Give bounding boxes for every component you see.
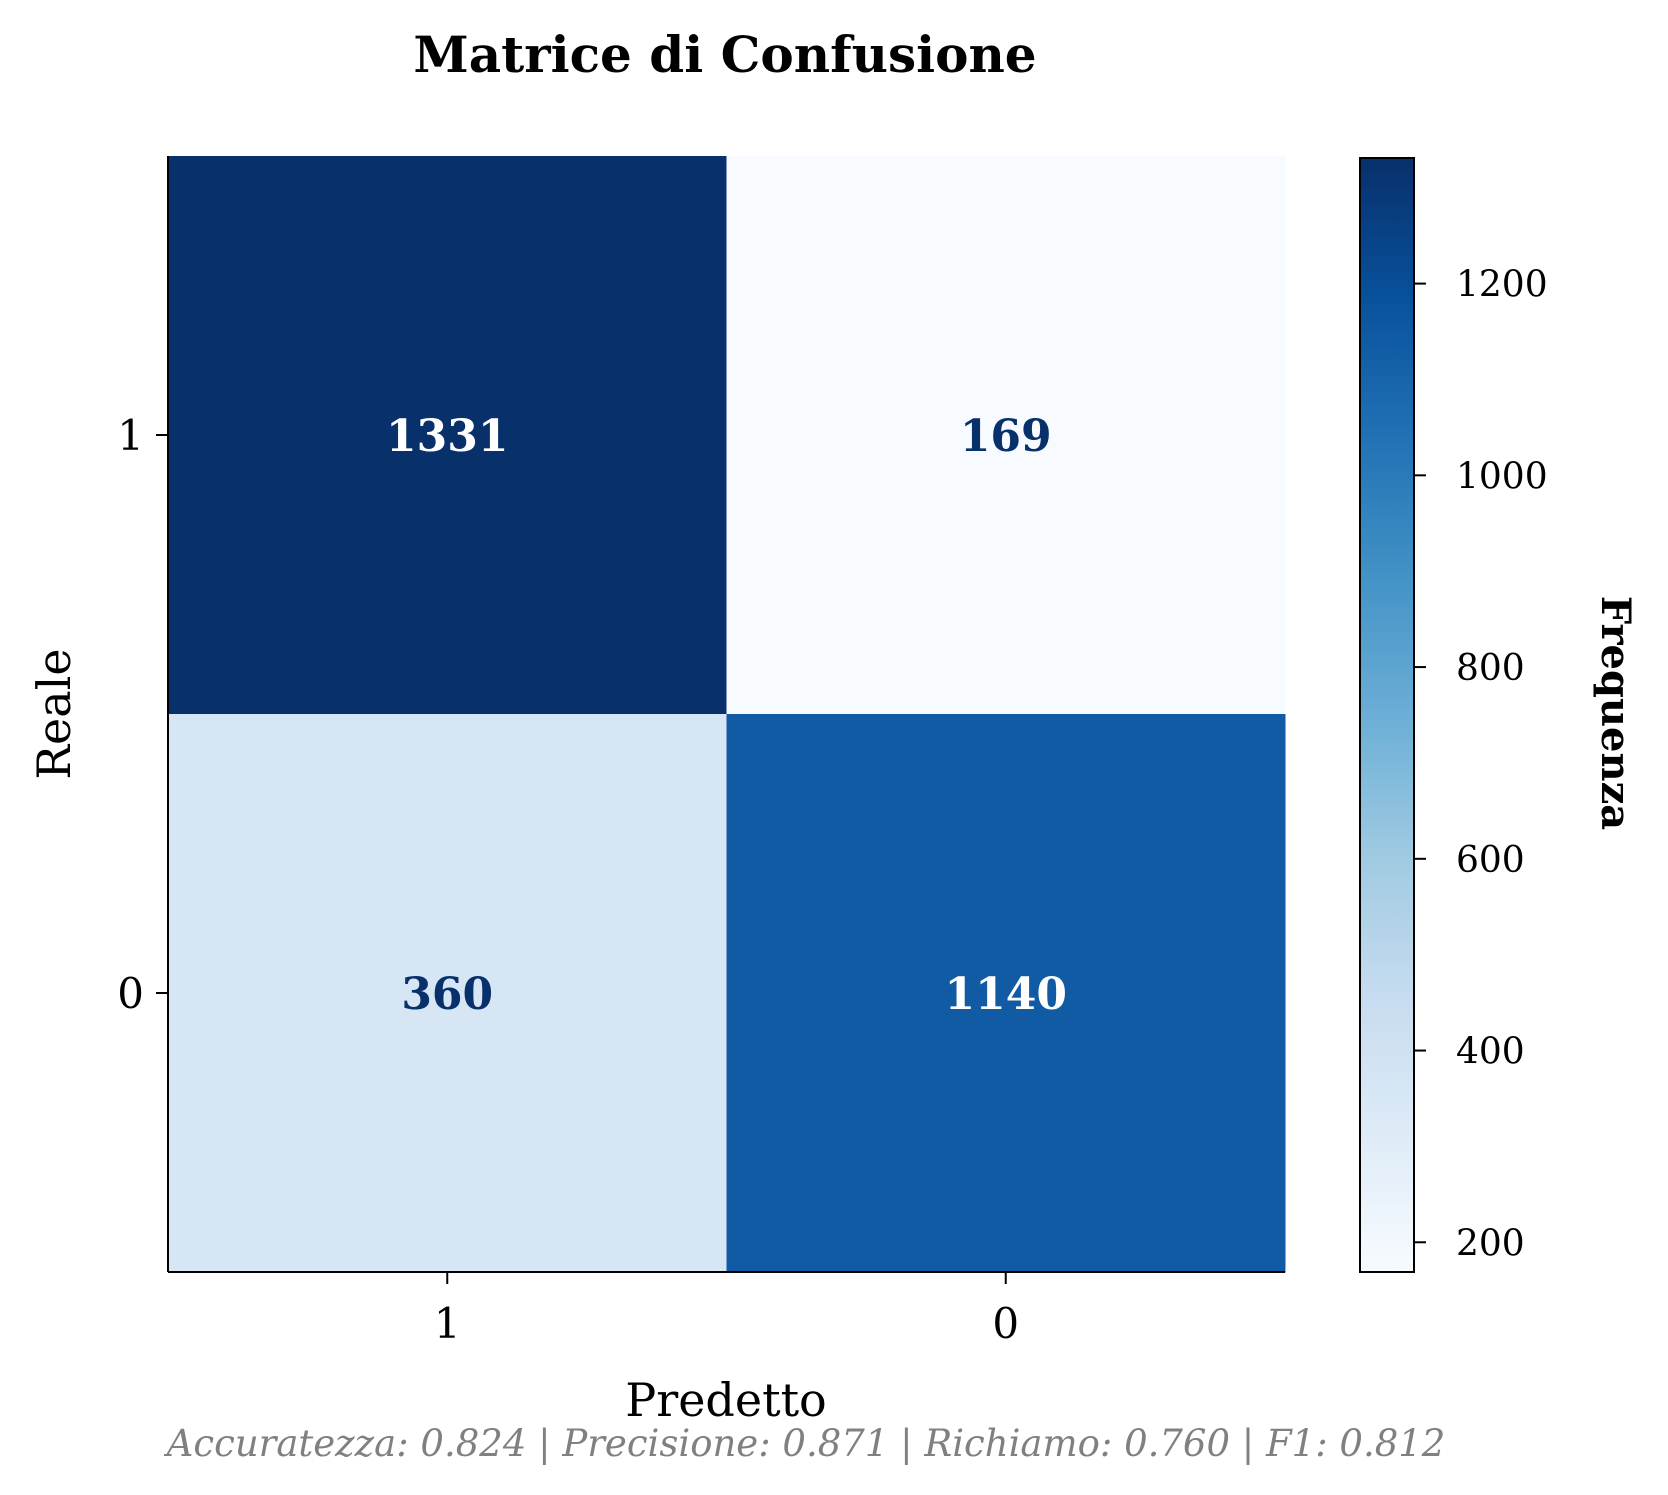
y-tick-label: 0 [117, 969, 144, 1018]
heatmap-cell [726, 156, 1286, 715]
y-axis-ticks: 10 [117, 411, 168, 1018]
heatmap-cell-labels: 1331 169 360 1140 [386, 411, 1067, 1020]
cell-value-label: 1140 [945, 969, 1067, 1020]
heatmap-cell [726, 714, 1286, 1273]
colorbar [1359, 157, 1415, 1273]
colorbar-tick-label: 1200 [1456, 265, 1548, 306]
y-tick-label: 1 [117, 411, 144, 460]
colorbar-ticks: 200 400 600 800 1000 1200 [1414, 265, 1548, 1264]
cell-value-label: 1331 [386, 411, 508, 462]
cell-value-label: 360 [401, 969, 493, 1020]
x-axis-label: Predetto [625, 1373, 827, 1427]
colorbar-label: Frequenza [1592, 596, 1639, 830]
colorbar-tick-label: 200 [1456, 1223, 1525, 1264]
colorbar-tick-label: 400 [1456, 1032, 1525, 1073]
heatmap-cell [168, 156, 727, 715]
cell-value-label: 169 [960, 411, 1052, 462]
x-tick-label: 0 [992, 1299, 1019, 1348]
heatmap-cell [168, 714, 727, 1273]
heatmap-cells [168, 156, 1286, 1273]
metrics-footer: Accuratezza: 0.824 | Precisione: 0.871 |… [164, 1422, 1446, 1465]
colorbar-tick-label: 800 [1456, 648, 1525, 689]
x-tick-label: 1 [434, 1299, 461, 1348]
y-axis-label: Reale [27, 648, 81, 779]
colorbar-tick-label: 1000 [1456, 456, 1548, 497]
chart-title: Matrice di Confusione [413, 25, 1036, 84]
colorbar-tick-label: 600 [1456, 840, 1525, 881]
